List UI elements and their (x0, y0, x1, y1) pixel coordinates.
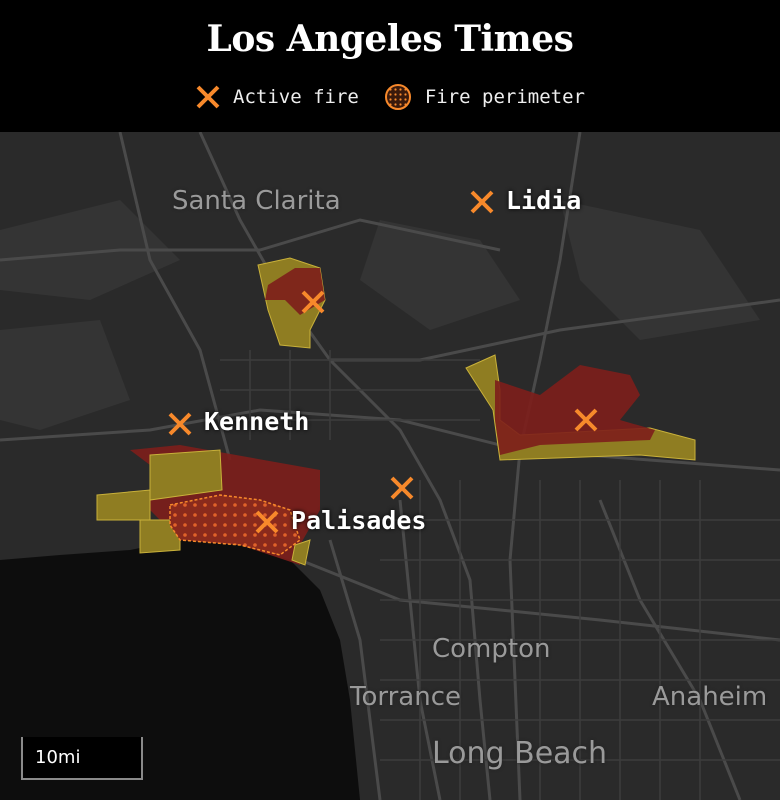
evacuation-order-zone (495, 365, 655, 455)
fire-label-palisades[interactable]: Palisades (291, 506, 427, 535)
x-mark-icon (196, 85, 220, 109)
x-mark-icon (390, 476, 414, 500)
place-label-santa-clarita: Santa Clarita (172, 186, 341, 216)
fire-label-lidia[interactable]: Lidia (506, 186, 582, 215)
header: Los Angeles Times Active fire Fire perim… (0, 0, 780, 132)
dotted-circle-icon (384, 84, 411, 110)
x-mark-icon (168, 412, 192, 436)
legend-label: Active fire (233, 86, 359, 108)
legend-label: Fire perimeter (424, 86, 585, 108)
scale-bar: 10mi (21, 737, 143, 780)
legend: Active fire Fire perimeter (0, 82, 780, 112)
place-label-torrance: Torrance (350, 682, 461, 712)
x-mark-icon (574, 408, 598, 432)
place-label-compton: Compton (432, 634, 551, 664)
evacuation-warning-zone (96, 449, 311, 566)
fire-perimeter-palisades (169, 494, 301, 556)
street-grid (220, 350, 780, 800)
place-label-anaheim: Anaheim (652, 682, 768, 712)
x-mark-icon (470, 190, 494, 214)
logo: Los Angeles Times (206, 18, 574, 60)
ocean (0, 540, 360, 800)
fire-label-kenneth[interactable]: Kenneth (204, 407, 310, 436)
x-mark-icon (301, 290, 325, 314)
place-label-long-beach: Long Beach (432, 736, 608, 771)
x-mark-icon (255, 510, 279, 534)
terrain (0, 200, 760, 430)
legend-fire-perimeter: Fire perimeter (383, 82, 585, 112)
active-fire-markers (301, 290, 598, 500)
map[interactable] (0, 132, 780, 800)
legend-active-fire: Active fire (195, 84, 359, 110)
